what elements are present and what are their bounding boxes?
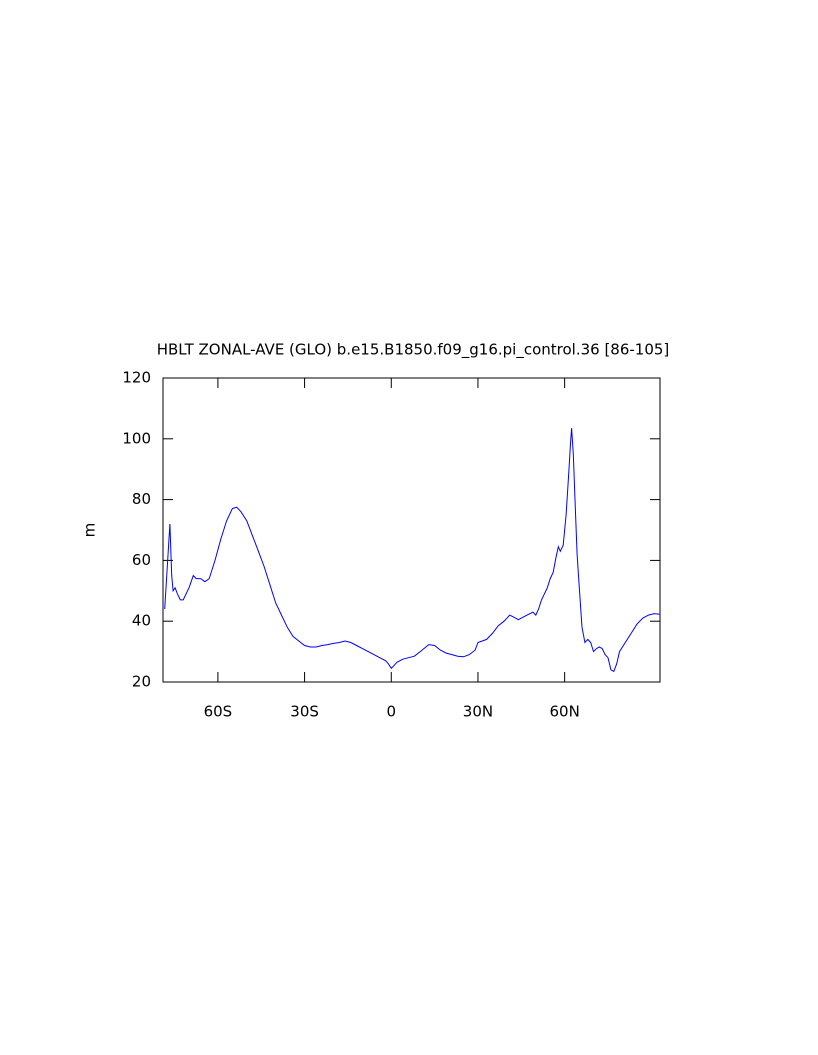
plot-frame [162,377,661,683]
chart-title: HBLT ZONAL-AVE (GLO) b.e15.B1850.f09_g16… [157,341,670,360]
x-tick-label: 60S [204,703,233,721]
x-tick-label: 30N [463,703,493,721]
y-tick-label: 40 [132,612,151,630]
x-tick-label: 30S [290,703,319,721]
x-tick-label: 60N [549,703,579,721]
y-tick-label: 20 [132,673,151,691]
x-tick-label: 0 [386,703,396,721]
y-tick-label: 60 [132,551,151,569]
y-tick-label: 80 [132,490,151,508]
y-tick-label: 100 [122,429,151,447]
data-line [164,428,660,673]
y-tick-label: 120 [122,369,151,387]
y-axis-label: m [81,523,99,538]
